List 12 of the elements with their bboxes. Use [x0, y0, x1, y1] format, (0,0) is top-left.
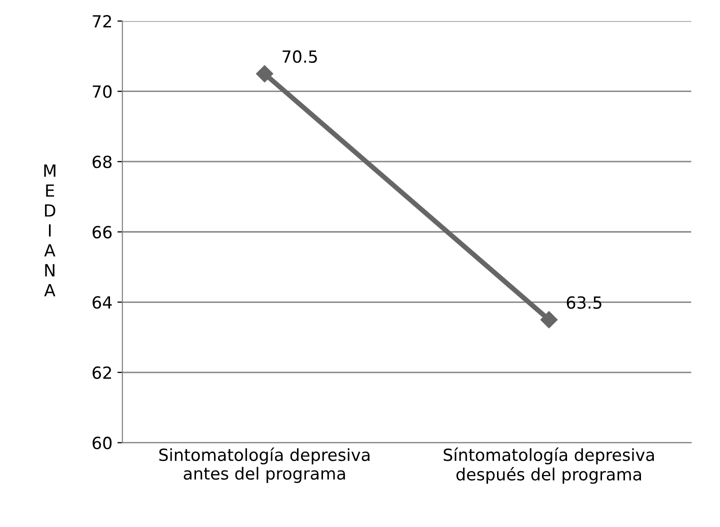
- y-axis-title: MEDIANA: [44, 164, 56, 296]
- y-tick-label: 60: [92, 436, 112, 450]
- y-tick-label: 68: [92, 156, 112, 168]
- data-label: 70.5: [282, 50, 317, 63]
- data-label: 63.5: [566, 296, 602, 309]
- x-tick-label: Sintomatología depresiva antes del programa: [159, 448, 370, 483]
- y-tick-label: 66: [92, 226, 112, 238]
- x-tick-label: Síntomatología depresiva después del programa: [444, 448, 654, 484]
- y-tick-label: 72: [92, 15, 112, 28]
- y-tick-label: 70: [92, 85, 112, 98]
- y-tick-label: 62: [92, 366, 112, 379]
- y-tick-label: 64: [92, 296, 112, 309]
